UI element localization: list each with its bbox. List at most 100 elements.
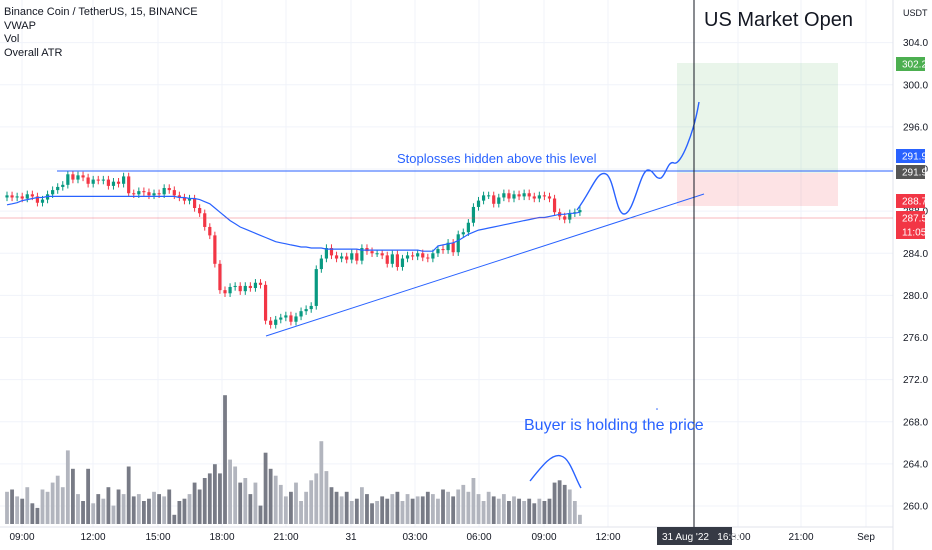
candle (203, 209, 207, 231)
crosshair-time-label: 31 Aug '22 16:00 (662, 532, 743, 543)
stoploss-label: Stoplosses hidden above this level (397, 151, 597, 166)
indicator-vwap[interactable]: VWAP (4, 19, 36, 32)
volume-bar (55, 475, 60, 524)
time-tick: 21:00 (273, 532, 298, 543)
time-tick: 03:00 (402, 532, 427, 543)
volume-bar (547, 498, 552, 524)
volume-bar (471, 478, 476, 524)
volume-bar (5, 491, 9, 524)
volume-bar (101, 498, 106, 524)
candle (294, 312, 298, 326)
volume-bar (278, 484, 283, 524)
candle (441, 245, 445, 254)
price-axis[interactable]: USDT 260.0 264.0 268.0 272.0 276.0 280.0 284.0… (903, 8, 928, 513)
volume-bar (527, 498, 532, 524)
volume-bar (299, 501, 303, 524)
volume-bars (5, 395, 582, 524)
candle (106, 175, 110, 190)
volume-bar (233, 466, 238, 524)
candle (238, 282, 242, 295)
candle (198, 204, 202, 217)
volume-bar (35, 507, 40, 524)
volume-bar (441, 489, 445, 524)
volume-bar (71, 468, 75, 524)
volume-bar (238, 482, 243, 524)
volume-bar (491, 496, 496, 524)
svg-text:288.7: 288.7 (902, 197, 927, 208)
price-tick: 300.0 (903, 80, 928, 91)
buyer-arc (529, 454, 582, 489)
candle (116, 177, 121, 188)
time-tick: 21:00 (788, 532, 813, 543)
candle (10, 191, 14, 202)
candle (360, 244, 364, 265)
indicator-atr[interactable]: Overall ATR (4, 46, 63, 59)
svg-text:287.5: 287.5 (902, 214, 927, 225)
price-tick: 264.0 (903, 459, 928, 470)
price-tick: 272.0 (903, 375, 928, 386)
candle (355, 249, 359, 265)
volume-bar (446, 491, 450, 524)
currency-label: USDT (903, 8, 928, 18)
volume-bar (557, 480, 562, 524)
volume-bar (507, 501, 511, 524)
volume-bar (60, 487, 65, 524)
volume-bar (324, 471, 329, 524)
price-tick: 304.0 (903, 38, 928, 49)
uptrend-line[interactable] (265, 193, 705, 337)
candle (324, 244, 329, 263)
time-axis[interactable]: 09:00 12:00 15:00 18:00 21:00 31 03:00 06:00 09:… (9, 532, 875, 543)
volume-bar (243, 478, 248, 524)
volume-bar (187, 494, 192, 524)
candle (208, 223, 212, 240)
target-zone (677, 63, 838, 173)
volume-bar (542, 501, 547, 524)
indicator-vol[interactable]: Vol (4, 33, 20, 45)
candle (345, 252, 349, 264)
candle (152, 189, 156, 200)
candle (269, 316, 273, 329)
volume-bar (81, 501, 85, 524)
candle (96, 175, 100, 185)
volume-bar (147, 498, 151, 524)
candle (502, 189, 506, 202)
volume-bar (228, 459, 232, 524)
time-tick: Sep (857, 532, 875, 543)
volume-bar (304, 491, 309, 524)
volume-bar (126, 466, 131, 524)
candle (400, 254, 405, 271)
candle (289, 311, 293, 326)
candle (218, 260, 222, 294)
candle (385, 251, 389, 268)
volume-bar (263, 452, 268, 524)
candle (380, 249, 384, 260)
price-badges: 302.2 291.9 291.9 288.7 287.5 11:05 (896, 57, 927, 239)
volume-bar (451, 496, 456, 524)
candle (517, 190, 521, 201)
symbol-title[interactable]: Binance Coin / TetherUS, 15, BINANCE (4, 6, 198, 18)
candle (213, 231, 217, 268)
volume-bar (283, 496, 288, 524)
candle (416, 249, 420, 261)
candle (340, 252, 344, 263)
volume-bar (131, 496, 136, 524)
candle (547, 192, 552, 203)
volume-bar (481, 501, 486, 524)
candle (304, 305, 308, 315)
candle (436, 245, 440, 257)
svg-text:291.9: 291.9 (902, 168, 927, 179)
svg-text:291.9: 291.9 (902, 152, 927, 163)
candle (233, 282, 237, 291)
candle (471, 203, 476, 227)
volume-bar (537, 498, 542, 524)
price-tick: 296.0 (903, 122, 928, 133)
candle (147, 188, 151, 200)
candle (228, 283, 232, 297)
volume-bar (218, 473, 222, 524)
volume-bar (456, 489, 461, 524)
candle (182, 193, 187, 205)
volume-bar (162, 496, 167, 524)
candle (552, 194, 557, 216)
projected-price-path[interactable] (576, 101, 700, 215)
